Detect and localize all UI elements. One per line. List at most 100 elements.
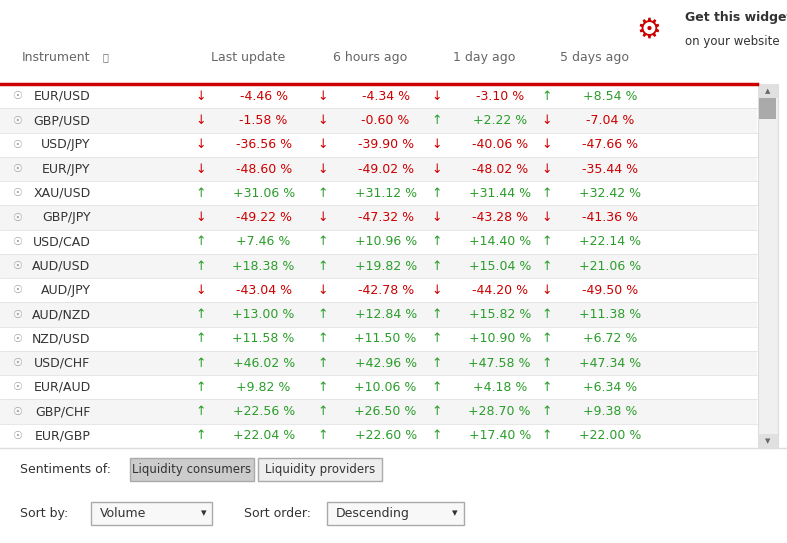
Text: -43.04 %: -43.04 % bbox=[235, 284, 292, 297]
Text: ↓: ↓ bbox=[317, 90, 328, 103]
Text: 1 day ago: 1 day ago bbox=[453, 50, 515, 64]
Text: ↓: ↓ bbox=[431, 211, 442, 224]
Text: 5 days ago: 5 days ago bbox=[560, 50, 629, 64]
Text: ☉: ☉ bbox=[13, 164, 22, 174]
Text: -40.06 %: -40.06 % bbox=[471, 138, 528, 151]
Text: ↓: ↓ bbox=[195, 138, 206, 151]
Text: +31.44 %: +31.44 % bbox=[469, 187, 530, 200]
Text: ↑: ↑ bbox=[195, 332, 206, 345]
Text: +22.14 %: +22.14 % bbox=[579, 235, 641, 248]
Text: ↑: ↑ bbox=[431, 187, 442, 200]
Text: ↑: ↑ bbox=[317, 381, 328, 394]
Text: USD/CAD: USD/CAD bbox=[32, 235, 91, 248]
Text: ↑: ↑ bbox=[317, 405, 328, 418]
Text: +47.58 %: +47.58 % bbox=[468, 357, 531, 370]
Text: ☉: ☉ bbox=[13, 382, 22, 393]
Bar bbox=[758, 434, 778, 448]
Bar bbox=[0, 109, 757, 132]
Text: ☉: ☉ bbox=[13, 431, 22, 441]
Text: +9.82 %: +9.82 % bbox=[236, 381, 291, 394]
Bar bbox=[0, 351, 757, 375]
Text: ↑: ↑ bbox=[317, 357, 328, 370]
Text: 🔍: 🔍 bbox=[102, 52, 108, 62]
Text: AUD/NZD: AUD/NZD bbox=[31, 308, 91, 321]
Text: ↑: ↑ bbox=[195, 187, 206, 200]
Text: ☉: ☉ bbox=[13, 285, 22, 295]
Text: ☉: ☉ bbox=[13, 212, 22, 223]
Text: ↑: ↑ bbox=[541, 308, 552, 321]
Text: +11.50 %: +11.50 % bbox=[354, 332, 417, 345]
Text: Volume: Volume bbox=[100, 507, 146, 520]
Bar bbox=[0, 157, 757, 181]
Text: ☉: ☉ bbox=[13, 188, 22, 198]
Text: ↑: ↑ bbox=[195, 430, 206, 443]
Text: Descending: Descending bbox=[336, 507, 410, 520]
Text: +6.34 %: +6.34 % bbox=[583, 381, 637, 394]
Text: ↓: ↓ bbox=[431, 162, 442, 175]
Text: ↓: ↓ bbox=[317, 284, 328, 297]
FancyBboxPatch shape bbox=[91, 502, 212, 525]
Text: ↑: ↑ bbox=[431, 430, 442, 443]
Text: +11.38 %: +11.38 % bbox=[578, 308, 641, 321]
Text: Liquidity providers: Liquidity providers bbox=[265, 463, 375, 476]
Text: Liquidity consumers: Liquidity consumers bbox=[132, 463, 252, 476]
Text: ↓: ↓ bbox=[317, 211, 328, 224]
Text: ☉: ☉ bbox=[13, 116, 22, 125]
Text: ↑: ↑ bbox=[431, 357, 442, 370]
Text: -49.22 %: -49.22 % bbox=[235, 211, 292, 224]
Text: +22.00 %: +22.00 % bbox=[578, 430, 641, 443]
Text: ↑: ↑ bbox=[195, 260, 206, 273]
Text: ↑: ↑ bbox=[541, 357, 552, 370]
Text: +15.82 %: +15.82 % bbox=[468, 308, 531, 321]
Text: Sort order:: Sort order: bbox=[244, 507, 311, 520]
Text: ↓: ↓ bbox=[195, 211, 206, 224]
Text: ↓: ↓ bbox=[317, 114, 328, 127]
Text: ↑: ↑ bbox=[195, 308, 206, 321]
Text: +32.42 %: +32.42 % bbox=[579, 187, 641, 200]
Text: +10.06 %: +10.06 % bbox=[354, 381, 417, 394]
Text: +42.96 %: +42.96 % bbox=[355, 357, 416, 370]
Text: ↑: ↑ bbox=[317, 187, 328, 200]
Text: ☉: ☉ bbox=[13, 140, 22, 150]
Text: +17.40 %: +17.40 % bbox=[468, 430, 531, 443]
Text: ↑: ↑ bbox=[541, 332, 552, 345]
Text: +22.04 %: +22.04 % bbox=[232, 430, 295, 443]
Text: ↓: ↓ bbox=[195, 284, 206, 297]
Text: ↑: ↑ bbox=[431, 308, 442, 321]
Text: ↓: ↓ bbox=[195, 162, 206, 175]
Text: AUD/USD: AUD/USD bbox=[32, 260, 91, 273]
Text: AUD/JPY: AUD/JPY bbox=[40, 284, 91, 297]
Text: -7.04 %: -7.04 % bbox=[586, 114, 634, 127]
Text: +9.38 %: +9.38 % bbox=[582, 405, 637, 418]
Text: +22.60 %: +22.60 % bbox=[354, 430, 417, 443]
FancyBboxPatch shape bbox=[130, 458, 254, 481]
Text: ↑: ↑ bbox=[541, 90, 552, 103]
Text: +14.40 %: +14.40 % bbox=[468, 235, 531, 248]
Text: +4.18 %: +4.18 % bbox=[472, 381, 527, 394]
Text: ↑: ↑ bbox=[195, 235, 206, 248]
Text: Last update: Last update bbox=[211, 50, 285, 64]
Text: GBP/CHF: GBP/CHF bbox=[35, 405, 91, 418]
Text: ↑: ↑ bbox=[541, 405, 552, 418]
Text: -42.78 %: -42.78 % bbox=[357, 284, 414, 297]
Text: +10.96 %: +10.96 % bbox=[354, 235, 417, 248]
Text: Sort by:: Sort by: bbox=[20, 507, 68, 520]
Text: ▼: ▼ bbox=[765, 438, 770, 444]
Text: ▲: ▲ bbox=[765, 88, 770, 94]
Text: EUR/JPY: EUR/JPY bbox=[42, 162, 91, 175]
Text: ↓: ↓ bbox=[195, 114, 206, 127]
Text: -4.34 %: -4.34 % bbox=[361, 90, 410, 103]
Text: ↑: ↑ bbox=[541, 235, 552, 248]
Text: EUR/GBP: EUR/GBP bbox=[35, 430, 91, 443]
Text: ▾: ▾ bbox=[453, 508, 458, 518]
FancyBboxPatch shape bbox=[327, 502, 464, 525]
Text: ↑: ↑ bbox=[195, 405, 206, 418]
Text: +28.70 %: +28.70 % bbox=[468, 405, 531, 418]
Text: on your website: on your website bbox=[685, 35, 779, 48]
Text: ↑: ↑ bbox=[541, 260, 552, 273]
Text: ↓: ↓ bbox=[541, 138, 552, 151]
Text: Get this widget: Get this widget bbox=[685, 11, 787, 24]
Text: +10.90 %: +10.90 % bbox=[468, 332, 531, 345]
Text: -43.28 %: -43.28 % bbox=[471, 211, 528, 224]
Text: XAU/USD: XAU/USD bbox=[33, 187, 91, 200]
